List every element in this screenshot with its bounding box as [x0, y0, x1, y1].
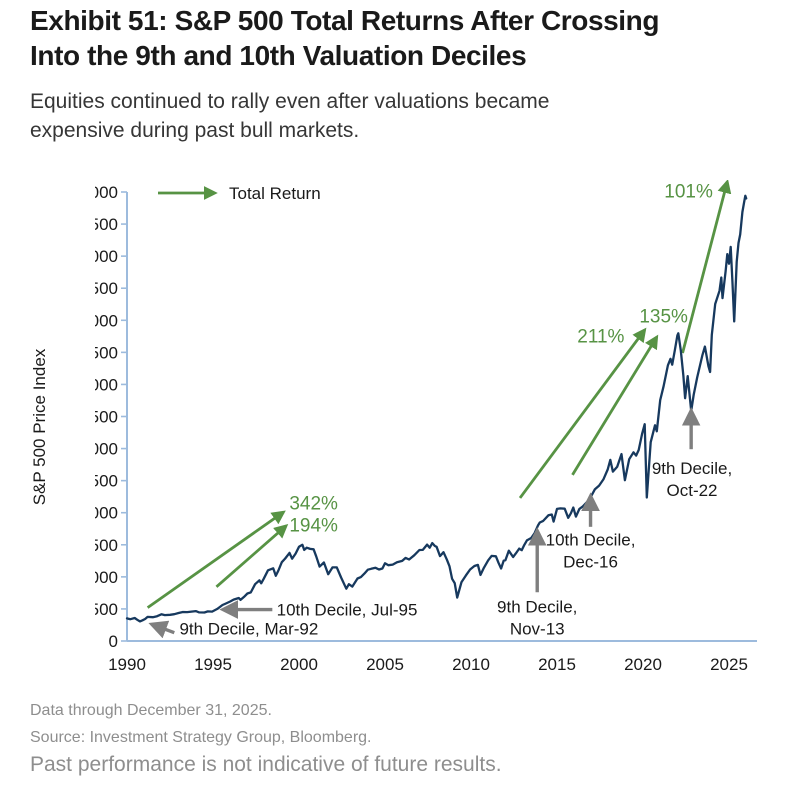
total-return-arrow: [215, 524, 289, 588]
total-return-pct-label: 211%: [577, 327, 624, 348]
decile-marker-label: 9th Decile,: [497, 597, 577, 616]
total-return-arrow: [146, 510, 286, 609]
x-axis-tick-label: 2000: [280, 655, 318, 674]
decile-marker-label: Dec-16: [563, 553, 618, 572]
y-axis-tick-label: 6,500: [95, 215, 118, 234]
y-axis-tick-label: 1,500: [95, 536, 118, 555]
exhibit-subtitle: Equities continued to rally even after v…: [30, 88, 549, 146]
x-axis-tick-label: 2025: [710, 655, 748, 674]
chart-container: 0 500 1,000 1,500 2,000 2,500 3,000 3,500 4,000 4…: [75, 179, 775, 695]
y-axis-tick-label: 0: [109, 632, 118, 651]
sp500-chart: 0 500 1,000 1,500 2,000 2,500 3,000 3,500 4,000 4…: [75, 179, 757, 674]
x-axis-tick-label: 2010: [452, 655, 490, 674]
sp500-price-line: [125, 194, 748, 623]
y-axis-tick-label: 2,000: [95, 504, 118, 523]
decile-marker-label: 10th Decile, Jul-95: [277, 601, 418, 620]
decile-marker-label: Oct-22: [667, 481, 718, 500]
exhibit-title-line-1: Exhibit 51: S&P 500 Total Returns After …: [30, 5, 660, 36]
y-axis-tick-label: 2,500: [95, 472, 118, 491]
y-axis-tick-label: 6,000: [95, 247, 118, 266]
decile-marker-label: 9th Decile, Mar-92: [179, 619, 318, 638]
total-return-arrow: [571, 334, 659, 476]
total-return-pct-label: 101%: [664, 182, 713, 203]
decile-marker-label: 10th Decile,: [546, 531, 636, 550]
x-axis-tick-label: 1995: [194, 655, 232, 674]
footnote-disclaimer: Past performance is not indicative of fu…: [30, 753, 502, 776]
exhibit-subtitle-line-2: expensive during past bull markets.: [30, 118, 360, 142]
y-axis-tick-label: 3,000: [95, 440, 118, 459]
y-axis-tick-label: 3,500: [95, 408, 118, 427]
x-axis-tick-label: 2015: [538, 655, 576, 674]
decile-marker-label: 9th Decile,: [652, 459, 732, 478]
exhibit-subtitle-line-1: Equities continued to rally even after v…: [30, 90, 550, 113]
decile-marker-arrow: [148, 620, 175, 639]
y-axis-title: S&P 500 Price Index: [30, 348, 49, 506]
y-axis-tick-label: 4,500: [95, 343, 118, 362]
total-return-pct-label: 194%: [289, 516, 338, 537]
total-return-arrow: [518, 327, 647, 499]
total-return-arrow: [681, 179, 732, 354]
exhibit-title-line-2: Into the 9th and 10th Valuation Deciles: [30, 39, 527, 71]
total-return-pct-label: 135%: [639, 306, 688, 327]
x-axis-tick-label: 2020: [624, 655, 662, 674]
footnote-source: Source: Investment Strategy Group, Bloom…: [30, 729, 372, 746]
exhibit-title: Exhibit 51: S&P 500 Total Returns After …: [30, 4, 659, 73]
y-axis-tick-label: 1,000: [95, 568, 118, 587]
total-return-pct-label: 342%: [289, 493, 338, 514]
y-axis-tick-label: 4,000: [95, 375, 118, 394]
footnote-data-through: Data through December 31, 2025.: [30, 702, 272, 719]
decile-marker-label: Nov-13: [510, 619, 565, 638]
x-axis-tick-label: 2005: [366, 655, 404, 674]
y-axis-tick-label: 5,000: [95, 311, 118, 330]
y-axis-tick-label: 500: [95, 600, 118, 619]
legend-label: Total Return: [229, 184, 321, 203]
y-axis-tick-label: 7,000: [95, 183, 118, 202]
y-axis-tick-label: 5,500: [95, 279, 118, 298]
x-axis-tick-label: 1990: [108, 655, 146, 674]
